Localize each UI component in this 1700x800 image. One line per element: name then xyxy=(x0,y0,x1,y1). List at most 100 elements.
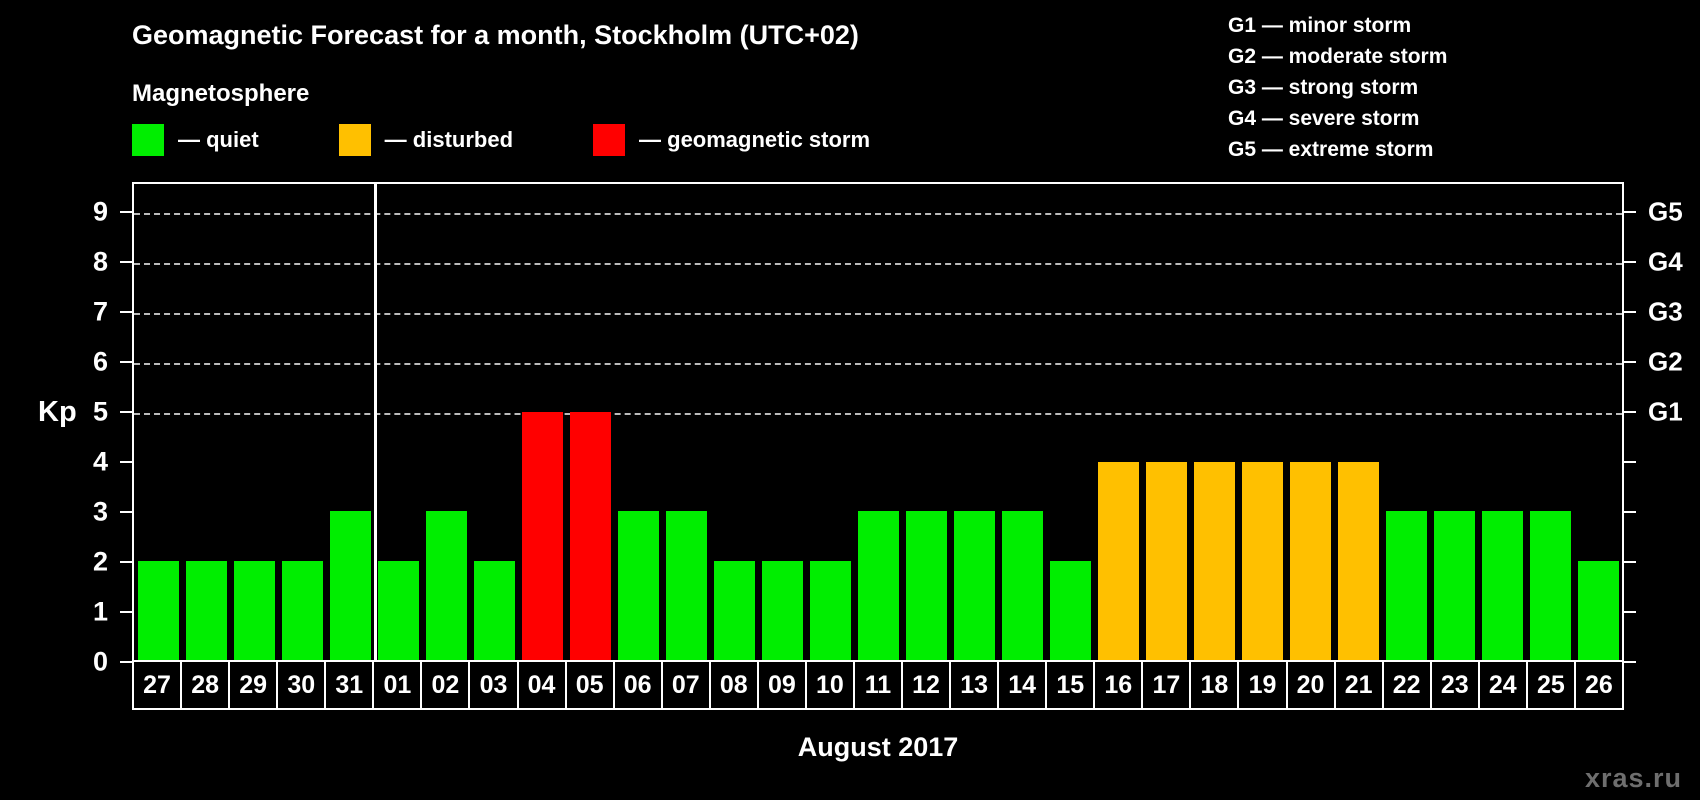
day-label-18[interactable]: 18 xyxy=(1191,662,1240,708)
day-label-13[interactable]: 13 xyxy=(951,662,1000,708)
day-label-24[interactable]: 24 xyxy=(1479,662,1528,708)
bar-slot-20[interactable] xyxy=(1286,184,1334,660)
y-tick-mark-9 xyxy=(120,211,132,213)
bar-14[interactable] xyxy=(1001,511,1043,660)
bar-slot-09[interactable] xyxy=(758,184,806,660)
bar-02[interactable] xyxy=(425,511,467,660)
bar-slot-13[interactable] xyxy=(950,184,998,660)
bar-05[interactable] xyxy=(569,412,611,660)
bar-slot-28[interactable] xyxy=(182,184,230,660)
bar-28[interactable] xyxy=(185,560,227,660)
bar-29[interactable] xyxy=(233,560,275,660)
bar-07[interactable] xyxy=(665,511,707,660)
bar-10[interactable] xyxy=(809,560,851,660)
bar-13[interactable] xyxy=(953,511,995,660)
bar-24[interactable] xyxy=(1481,511,1523,660)
day-label-19[interactable]: 19 xyxy=(1239,662,1288,708)
bar-slot-08[interactable] xyxy=(710,184,758,660)
day-label-03[interactable]: 03 xyxy=(470,662,519,708)
day-label-04[interactable]: 04 xyxy=(518,662,567,708)
day-label-23[interactable]: 23 xyxy=(1431,662,1480,708)
bar-slot-27[interactable] xyxy=(134,184,182,660)
bar-20[interactable] xyxy=(1289,461,1331,660)
y-tick-mark-2 xyxy=(120,561,132,563)
bar-slot-02[interactable] xyxy=(422,184,470,660)
bar-17[interactable] xyxy=(1145,461,1187,660)
bar-slot-25[interactable] xyxy=(1526,184,1574,660)
day-label-07[interactable]: 07 xyxy=(662,662,711,708)
bar-25[interactable] xyxy=(1529,511,1571,660)
bar-slot-23[interactable] xyxy=(1430,184,1478,660)
bar-slot-15[interactable] xyxy=(1046,184,1094,660)
day-label-06[interactable]: 06 xyxy=(614,662,663,708)
bar-30[interactable] xyxy=(281,560,323,660)
day-label-29[interactable]: 29 xyxy=(230,662,279,708)
day-label-08[interactable]: 08 xyxy=(710,662,759,708)
day-label-14[interactable]: 14 xyxy=(999,662,1048,708)
bar-01[interactable] xyxy=(377,560,419,660)
bar-slot-05[interactable] xyxy=(566,184,614,660)
day-label-21[interactable]: 21 xyxy=(1335,662,1384,708)
bar-slot-06[interactable] xyxy=(614,184,662,660)
day-label-20[interactable]: 20 xyxy=(1287,662,1336,708)
day-label-15[interactable]: 15 xyxy=(1047,662,1096,708)
bar-slot-04[interactable] xyxy=(518,184,566,660)
day-label-11[interactable]: 11 xyxy=(854,662,903,708)
bar-slot-29[interactable] xyxy=(230,184,278,660)
g-tick-mark-4 xyxy=(1624,461,1636,463)
legend-entry-storm: — geomagnetic storm xyxy=(593,124,870,156)
day-label-17[interactable]: 17 xyxy=(1143,662,1192,708)
day-label-10[interactable]: 10 xyxy=(806,662,855,708)
bar-03[interactable] xyxy=(473,560,515,660)
bar-slot-17[interactable] xyxy=(1142,184,1190,660)
bar-26[interactable] xyxy=(1577,560,1619,660)
bar-slot-22[interactable] xyxy=(1382,184,1430,660)
bar-12[interactable] xyxy=(905,511,947,660)
bar-09[interactable] xyxy=(761,560,803,660)
bar-slot-30[interactable] xyxy=(278,184,326,660)
day-label-31[interactable]: 31 xyxy=(326,662,375,708)
bar-slot-10[interactable] xyxy=(806,184,854,660)
bar-18[interactable] xyxy=(1193,461,1235,660)
bar-slot-14[interactable] xyxy=(998,184,1046,660)
bar-slot-12[interactable] xyxy=(902,184,950,660)
day-label-22[interactable]: 22 xyxy=(1383,662,1432,708)
bar-slot-16[interactable] xyxy=(1094,184,1142,660)
bar-slot-19[interactable] xyxy=(1238,184,1286,660)
bar-23[interactable] xyxy=(1433,511,1475,660)
bar-slot-24[interactable] xyxy=(1478,184,1526,660)
bar-08[interactable] xyxy=(713,560,755,660)
bar-15[interactable] xyxy=(1049,560,1091,660)
bar-11[interactable] xyxy=(857,511,899,660)
bar-slot-18[interactable] xyxy=(1190,184,1238,660)
day-label-02[interactable]: 02 xyxy=(422,662,471,708)
bar-slot-07[interactable] xyxy=(662,184,710,660)
bar-27[interactable] xyxy=(137,560,179,660)
bar-19[interactable] xyxy=(1241,461,1283,660)
bar-slot-31[interactable] xyxy=(326,184,374,660)
day-label-25[interactable]: 25 xyxy=(1527,662,1576,708)
day-label-05[interactable]: 05 xyxy=(566,662,615,708)
g-axis-label-g3: G3 xyxy=(1648,296,1683,327)
bar-04[interactable] xyxy=(521,412,563,660)
day-label-28[interactable]: 28 xyxy=(182,662,231,708)
day-label-27[interactable]: 27 xyxy=(134,662,183,708)
bar-22[interactable] xyxy=(1385,511,1427,660)
bar-16[interactable] xyxy=(1097,461,1139,660)
day-label-30[interactable]: 30 xyxy=(278,662,327,708)
day-label-16[interactable]: 16 xyxy=(1095,662,1144,708)
bar-slot-01[interactable] xyxy=(374,184,422,660)
bar-06[interactable] xyxy=(617,511,659,660)
bar-31[interactable] xyxy=(329,511,371,660)
day-label-09[interactable]: 09 xyxy=(758,662,807,708)
day-label-01[interactable]: 01 xyxy=(374,662,423,708)
day-label-26[interactable]: 26 xyxy=(1575,662,1624,708)
bar-slot-03[interactable] xyxy=(470,184,518,660)
bar-slot-26[interactable] xyxy=(1574,184,1622,660)
gridline-kp-7 xyxy=(134,313,1622,315)
bar-slot-21[interactable] xyxy=(1334,184,1382,660)
bar-21[interactable] xyxy=(1337,461,1379,660)
day-label-12[interactable]: 12 xyxy=(903,662,952,708)
bar-slot-11[interactable] xyxy=(854,184,902,660)
